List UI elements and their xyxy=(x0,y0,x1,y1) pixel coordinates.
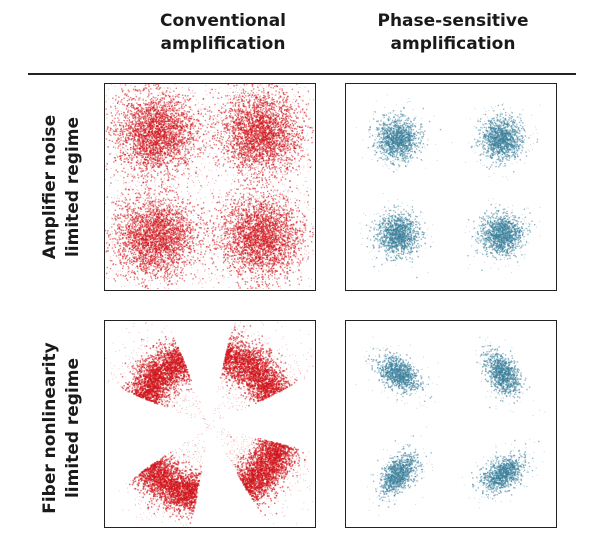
symbol-cluster xyxy=(475,336,546,416)
row-header-line2: limited regime xyxy=(62,328,85,528)
column-header-line1: Conventional xyxy=(108,10,338,33)
symbol-arc xyxy=(118,410,216,526)
symbol-arc xyxy=(105,321,212,430)
column-header-line2: amplification xyxy=(108,33,338,56)
symbol-cluster xyxy=(366,426,434,516)
symbol-cluster xyxy=(464,198,541,274)
row-header-amplifier-noise: Amplifier noise limited regime xyxy=(39,87,99,287)
constellation-conventional-fiber-nonlinearity xyxy=(104,320,316,528)
column-header-line2: amplification xyxy=(338,33,568,56)
symbol-cluster xyxy=(356,94,442,173)
symbol-cluster xyxy=(105,121,243,289)
row-header-line1: Amplifier noise xyxy=(39,87,62,287)
constellation-phase-sensitive-amplifier-noise xyxy=(345,83,557,291)
constellation-phase-sensitive-fiber-nonlinearity xyxy=(345,320,557,528)
constellation-conventional-amplifier-noise xyxy=(104,83,316,291)
header-rule xyxy=(28,73,576,75)
symbol-cluster xyxy=(355,336,440,409)
column-header-conventional: Conventional amplification xyxy=(108,10,338,56)
row-header-fiber-nonlinearity: Fiber nonlinearity limited regime xyxy=(39,328,99,528)
column-header-line1: Phase-sensitive xyxy=(338,10,568,33)
symbol-cluster xyxy=(157,84,314,221)
symbol-cluster xyxy=(165,131,314,289)
constellation-plot xyxy=(355,336,546,516)
constellation-plot xyxy=(105,84,314,289)
constellation-plot xyxy=(105,321,314,526)
symbol-cluster xyxy=(359,193,434,279)
symbol-cluster xyxy=(105,84,258,246)
constellation-plot xyxy=(356,94,541,279)
row-header-line2: limited regime xyxy=(62,87,85,287)
row-header-line1: Fiber nonlinearity xyxy=(39,328,62,528)
symbol-arc xyxy=(203,419,313,526)
symbol-arc xyxy=(206,321,314,429)
symbol-cluster xyxy=(461,438,545,509)
column-header-phase-sensitive: Phase-sensitive amplification xyxy=(338,10,568,56)
symbol-cluster xyxy=(451,102,541,181)
